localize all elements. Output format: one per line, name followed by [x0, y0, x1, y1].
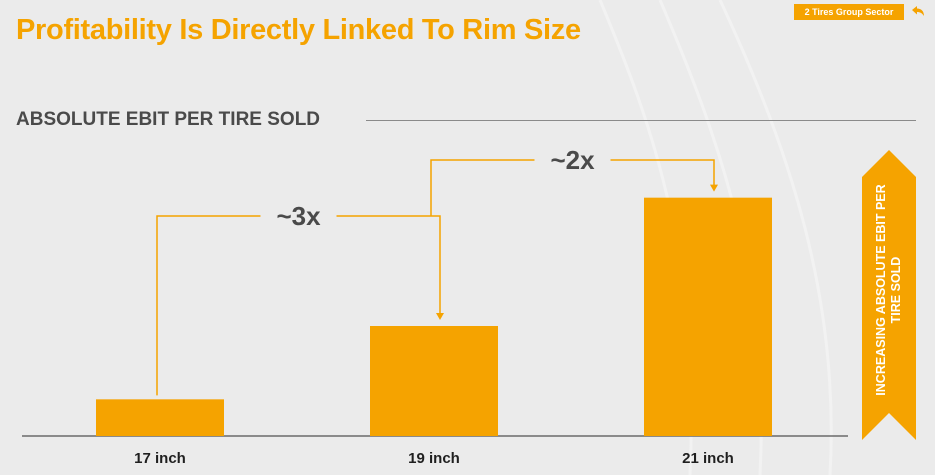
x-tick-label: 17 inch — [134, 450, 186, 467]
side-arrow-icon — [862, 150, 916, 440]
annotation-bracket-left — [430, 159, 535, 216]
annotation-bracket-right — [336, 215, 441, 314]
bar-17-inch — [96, 399, 224, 436]
annotation-arrowhead — [710, 184, 718, 192]
side-arrow-label: INCREASING ABSOLUTE EBIT PER TIRE SOLD — [874, 184, 903, 396]
annotation-label: ~2x — [550, 145, 595, 175]
back-arrow-icon[interactable] — [909, 3, 927, 21]
page-title: Profitability Is Directly Linked To Rim … — [16, 14, 581, 46]
annotation-label: ~3x — [276, 201, 321, 231]
bar-21-inch — [644, 197, 772, 436]
title-divider — [366, 120, 916, 121]
annotation-arrowhead — [436, 313, 444, 320]
bar-19-inch — [370, 326, 498, 436]
x-tick-label: 21 inch — [682, 450, 734, 467]
chart-title: ABSOLUTE EBIT PER TIRE SOLD — [16, 109, 321, 130]
x-tick-label: 19 inch — [408, 450, 460, 467]
annotation-bracket-right — [610, 159, 715, 186]
annotation-bracket-left — [156, 215, 261, 396]
section-tag-button[interactable]: 2 Tires Group Sector — [794, 4, 904, 20]
